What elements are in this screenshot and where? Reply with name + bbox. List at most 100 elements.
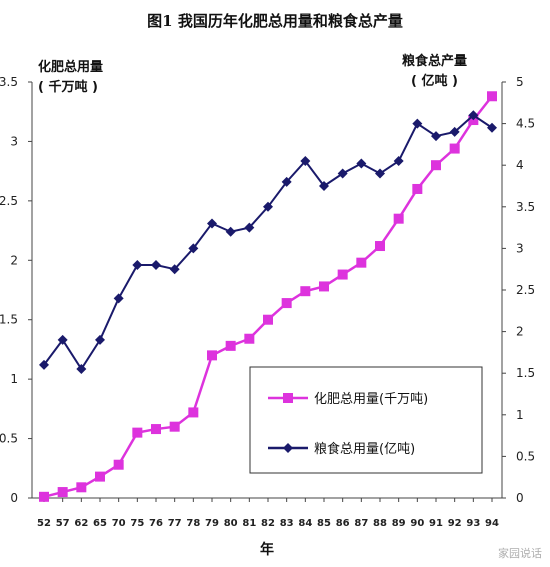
left-tick-label: 0 [10, 491, 18, 505]
right-tick-label: 0.5 [516, 449, 535, 463]
grain-data-point [113, 293, 124, 304]
left-axis-label: 化肥总用量 ( 千万吨 ) [38, 58, 103, 98]
left-tick-label: 1 [10, 372, 18, 386]
fertilizer-data-point [337, 269, 348, 280]
grain-data-point [207, 218, 217, 229]
fertilizer-data-point [281, 298, 292, 309]
x-tick-label: 83 [280, 518, 294, 529]
fertilizer-data-point [151, 424, 161, 435]
grain-data-point [431, 131, 441, 142]
grain-data-point [39, 359, 49, 370]
x-tick-label: 86 [336, 518, 350, 529]
fertilizer-data-point [113, 459, 124, 470]
x-tick-label: 82 [261, 518, 275, 529]
grain-data-point [487, 122, 497, 133]
grain-data-point [449, 126, 460, 137]
x-tick-label: 76 [149, 518, 163, 529]
right-tick-label: 3.5 [516, 200, 535, 214]
x-tick-label: 93 [466, 518, 480, 529]
left-tick-label: 3 [10, 134, 18, 148]
fertilizer-data-point [188, 407, 199, 418]
x-tick-label: 94 [485, 518, 499, 529]
fertilizer-data-point [132, 427, 143, 438]
grain-data-point [169, 264, 180, 275]
right-tick-label: 2.5 [516, 283, 535, 297]
x-tick-label: 84 [298, 518, 312, 529]
fertilizer-data-point [95, 471, 105, 482]
grain-data-point [244, 222, 255, 233]
right-tick-label: 2 [516, 325, 524, 339]
x-tick-label: 70 [112, 518, 126, 529]
right-axis-label: 粮食总产量 ( 亿吨 ) [402, 52, 467, 92]
grain-data-point [225, 226, 236, 237]
x-tick-label: 65 [93, 518, 107, 529]
grain-data-point [76, 364, 87, 375]
left-tick-label: 3.5 [0, 75, 18, 89]
fertilizer-data-point [487, 91, 497, 102]
x-tick-label: 80 [224, 518, 238, 529]
right-axis-label-line1: 粮食总产量 [402, 54, 468, 69]
fertilizer-data-point [244, 333, 255, 344]
left-axis-label-line2: ( 千万吨 ) [38, 80, 98, 95]
fertilizer-data-point [431, 160, 441, 171]
legend-fertilizer-marker [283, 393, 293, 403]
grain-data-point [281, 176, 292, 187]
fertilizer-data-point [225, 340, 236, 351]
x-tick-label: 77 [168, 518, 182, 529]
fertilizer-data-point [207, 350, 217, 361]
fertilizer-data-point [356, 257, 367, 268]
x-tick-label: 79 [205, 518, 219, 529]
grain-data-point [393, 156, 404, 167]
x-axis-title: 年 [260, 541, 274, 558]
x-tick-label: 81 [242, 518, 256, 529]
legend-grain-marker [283, 443, 293, 453]
legend-fertilizer-label: 化肥总用量(千万吨) [314, 392, 428, 407]
x-tick-label: 87 [354, 518, 368, 529]
x-tick-label: 92 [448, 518, 462, 529]
fertilizer-data-point [76, 482, 87, 493]
left-tick-label: 2 [10, 253, 18, 267]
fertilizer-data-point [39, 491, 49, 502]
grain-data-point [412, 118, 423, 129]
grain-data-point [151, 260, 161, 271]
fertilizer-data-point [412, 183, 423, 194]
right-tick-label: 5 [516, 75, 524, 89]
x-tick-label: 57 [56, 518, 70, 529]
grain-data-point [375, 168, 385, 179]
x-tick-label: 91 [429, 518, 443, 529]
grain-series-line [43, 114, 493, 371]
right-tick-label: 0 [516, 491, 524, 505]
right-tick-label: 4 [516, 158, 524, 172]
right-tick-label: 4.5 [516, 117, 535, 131]
x-tick-label: 90 [410, 518, 424, 529]
grain-data-point [95, 334, 105, 345]
x-tick-label: 85 [317, 518, 331, 529]
grain-data-point [188, 243, 199, 254]
grain-data-point [468, 110, 479, 121]
legend-grain-label: 粮食总用量(亿吨) [314, 441, 415, 457]
x-tick-label: 89 [392, 518, 406, 529]
fertilizer-data-point [393, 213, 404, 224]
x-tick-label: 88 [373, 518, 387, 529]
x-tick-label: 62 [74, 518, 88, 529]
left-tick-label: 2.5 [0, 194, 18, 208]
right-tick-label: 1 [516, 408, 524, 422]
fertilizer-data-point [169, 421, 180, 432]
grain-data-point [319, 181, 329, 191]
x-tick-label: 78 [186, 518, 200, 529]
right-axis-label-line2: ( 亿吨 ) [411, 74, 458, 89]
right-tick-label: 3 [516, 241, 524, 255]
grain-data-point [300, 156, 311, 167]
x-tick-label: 52 [37, 518, 51, 529]
grain-data-point [263, 201, 273, 212]
grain-data-point [337, 168, 348, 179]
right-tick-label: 1.5 [516, 366, 535, 380]
left-tick-label: 1.5 [0, 313, 18, 327]
fertilizer-data-point [319, 281, 329, 292]
fertilizer-data-point [375, 241, 385, 252]
grain-data-point [356, 158, 367, 169]
left-axis-label-line1: 化肥总用量 [38, 60, 104, 75]
legend-box [249, 366, 483, 474]
grain-data-point [57, 334, 68, 345]
